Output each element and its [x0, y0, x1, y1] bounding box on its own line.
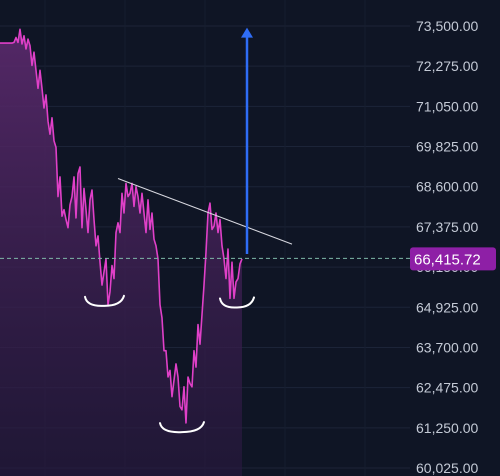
- bottom-mark: [219, 296, 255, 309]
- y-tick-label: 64,925.00: [416, 299, 478, 315]
- y-tick-label: 61,250.00: [416, 420, 478, 436]
- target-arrow-head: [241, 27, 253, 38]
- target-arrow: [241, 27, 253, 254]
- y-tick-label: 63,700.00: [416, 339, 478, 355]
- series-area-fill: [0, 29, 242, 476]
- current-price-tag: 66,415.72: [410, 247, 496, 271]
- current-price-tag-bg: [410, 247, 496, 271]
- y-tick-label: 68,600.00: [416, 179, 478, 195]
- trendline: [117, 178, 293, 245]
- y-tick-label: 67,375.00: [416, 219, 478, 235]
- price-series-line: [0, 28, 243, 424]
- y-tick-label: 71,050.00: [416, 98, 478, 114]
- y-tick-label: 62,475.00: [416, 380, 478, 396]
- bottom-mark: [159, 421, 205, 434]
- bottom-marks: [84, 294, 255, 434]
- bottom-mark: [84, 294, 125, 307]
- y-tick-label: 72,275.00: [416, 58, 478, 74]
- y-tick-label: 69,825.00: [416, 139, 478, 155]
- current-price-label: 66,415.72: [414, 251, 481, 268]
- y-tick-label: 73,500.00: [416, 18, 478, 34]
- y-tick-label: 60,025.00: [416, 460, 478, 476]
